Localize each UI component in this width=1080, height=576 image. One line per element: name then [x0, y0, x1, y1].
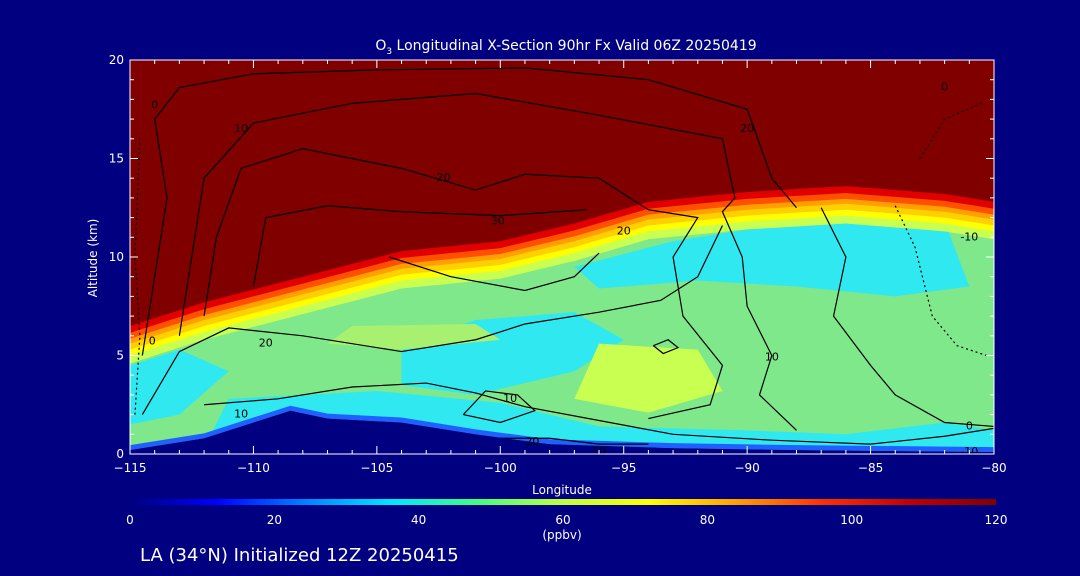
contour-dotted-2	[894, 205, 987, 357]
x-tick-label: −110	[237, 461, 270, 475]
x-tick-label: −95	[611, 461, 636, 475]
contour-label: 10	[234, 408, 248, 421]
colorbar-tick-label: 0	[126, 513, 134, 527]
contour-label: 0	[941, 81, 948, 94]
colorbar-tick-label: 120	[985, 513, 1008, 527]
x-axis: −115 −110 −105 −100 −95 −90 −85 −80	[114, 60, 1007, 475]
contour-label: -10	[960, 230, 978, 243]
stratosphere-layer-6	[130, 60, 994, 326]
colorbar-unit: (ppbv)	[542, 528, 581, 542]
contour-label: 10	[503, 392, 517, 405]
colorbar-tick-label: 80	[700, 513, 715, 527]
x-tick-label: −115	[114, 461, 147, 475]
x-tick-label: −85	[858, 461, 883, 475]
colorbar	[130, 499, 996, 505]
chart-title: O3 Longitudinal X-Section 90hr Fx Valid …	[375, 38, 756, 57]
colorbar-tick-label: 60	[555, 513, 570, 527]
contour-label: 0	[149, 335, 156, 348]
contour-lines	[134, 67, 994, 445]
contour-label: 0	[151, 98, 158, 111]
contour-label: 10	[234, 122, 248, 135]
colorbar-tick-label: 100	[840, 513, 863, 527]
contour-line-10	[652, 339, 680, 355]
contour-label: 0	[966, 419, 973, 432]
contour-line-6	[141, 225, 723, 415]
contour-label: 30	[491, 215, 505, 228]
yellowgreen-patch-1	[574, 343, 723, 413]
cyan-patch-east	[574, 213, 970, 297]
x-tick-label: −100	[484, 461, 517, 475]
y-tick-label: 15	[109, 152, 124, 166]
x-axis-label: Longitude	[532, 483, 592, 497]
contour-line-2	[178, 92, 797, 431]
y-tick-label: 10	[109, 250, 124, 264]
chart-title-prefix: O	[375, 38, 386, 54]
plot-area: 0 10 20 30 20 20 0 -10 0 20 10 10 10 20 0 10 -10	[130, 60, 994, 458]
chart-title-subscript: 3	[386, 47, 392, 57]
contour-line-1	[141, 67, 797, 356]
contour-label: 10	[765, 350, 779, 363]
contour-line-7	[204, 382, 994, 445]
colorbar-tick-label: 20	[267, 513, 282, 527]
ozone-field	[130, 60, 994, 454]
contour-label: -10	[960, 445, 978, 458]
contour-line-8	[820, 207, 994, 428]
contour-line-4	[252, 205, 587, 287]
chart-title-rest: Longitudinal X-Section 90hr Fx Valid 06Z…	[392, 38, 757, 54]
colorbar-tick-label: 40	[411, 513, 426, 527]
terrain-mask	[130, 410, 994, 454]
contour-label: 20	[437, 171, 451, 184]
x-tick-label: −80	[981, 461, 1006, 475]
footer-caption: LA (34°N) Initialized 12Z 20250415	[140, 545, 459, 566]
y-tick-label: 5	[116, 349, 124, 363]
contour-line-5	[389, 252, 600, 292]
y-tick-label: 0	[116, 447, 124, 461]
colorbar-ticks: 0 20 40 60 80 100 120	[126, 513, 1007, 527]
x-tick-label: −90	[734, 461, 759, 475]
contour-line-3	[203, 148, 724, 420]
contour-label: 20	[259, 337, 273, 350]
surface-band	[130, 405, 994, 453]
contour-line-11	[500, 437, 649, 445]
contour-label: 20	[617, 224, 631, 237]
y-axis-label: Altitude (km)	[86, 219, 100, 298]
contour-label: 20	[525, 435, 539, 448]
y-tick-label: 20	[109, 53, 124, 67]
contour-dotted-3	[919, 102, 982, 159]
x-tick-label: −105	[360, 461, 393, 475]
y-axis: 0 5 10 15 20	[109, 53, 994, 461]
contour-line-9	[462, 390, 536, 424]
contour-label: 10	[592, 445, 606, 458]
contour-labels: 0 10 20 30 20 20 0 -10 0 20 10 10 10 20 0 10 -10	[149, 81, 979, 458]
contour-label: 20	[740, 122, 754, 135]
cyan-patch-west	[130, 349, 229, 425]
